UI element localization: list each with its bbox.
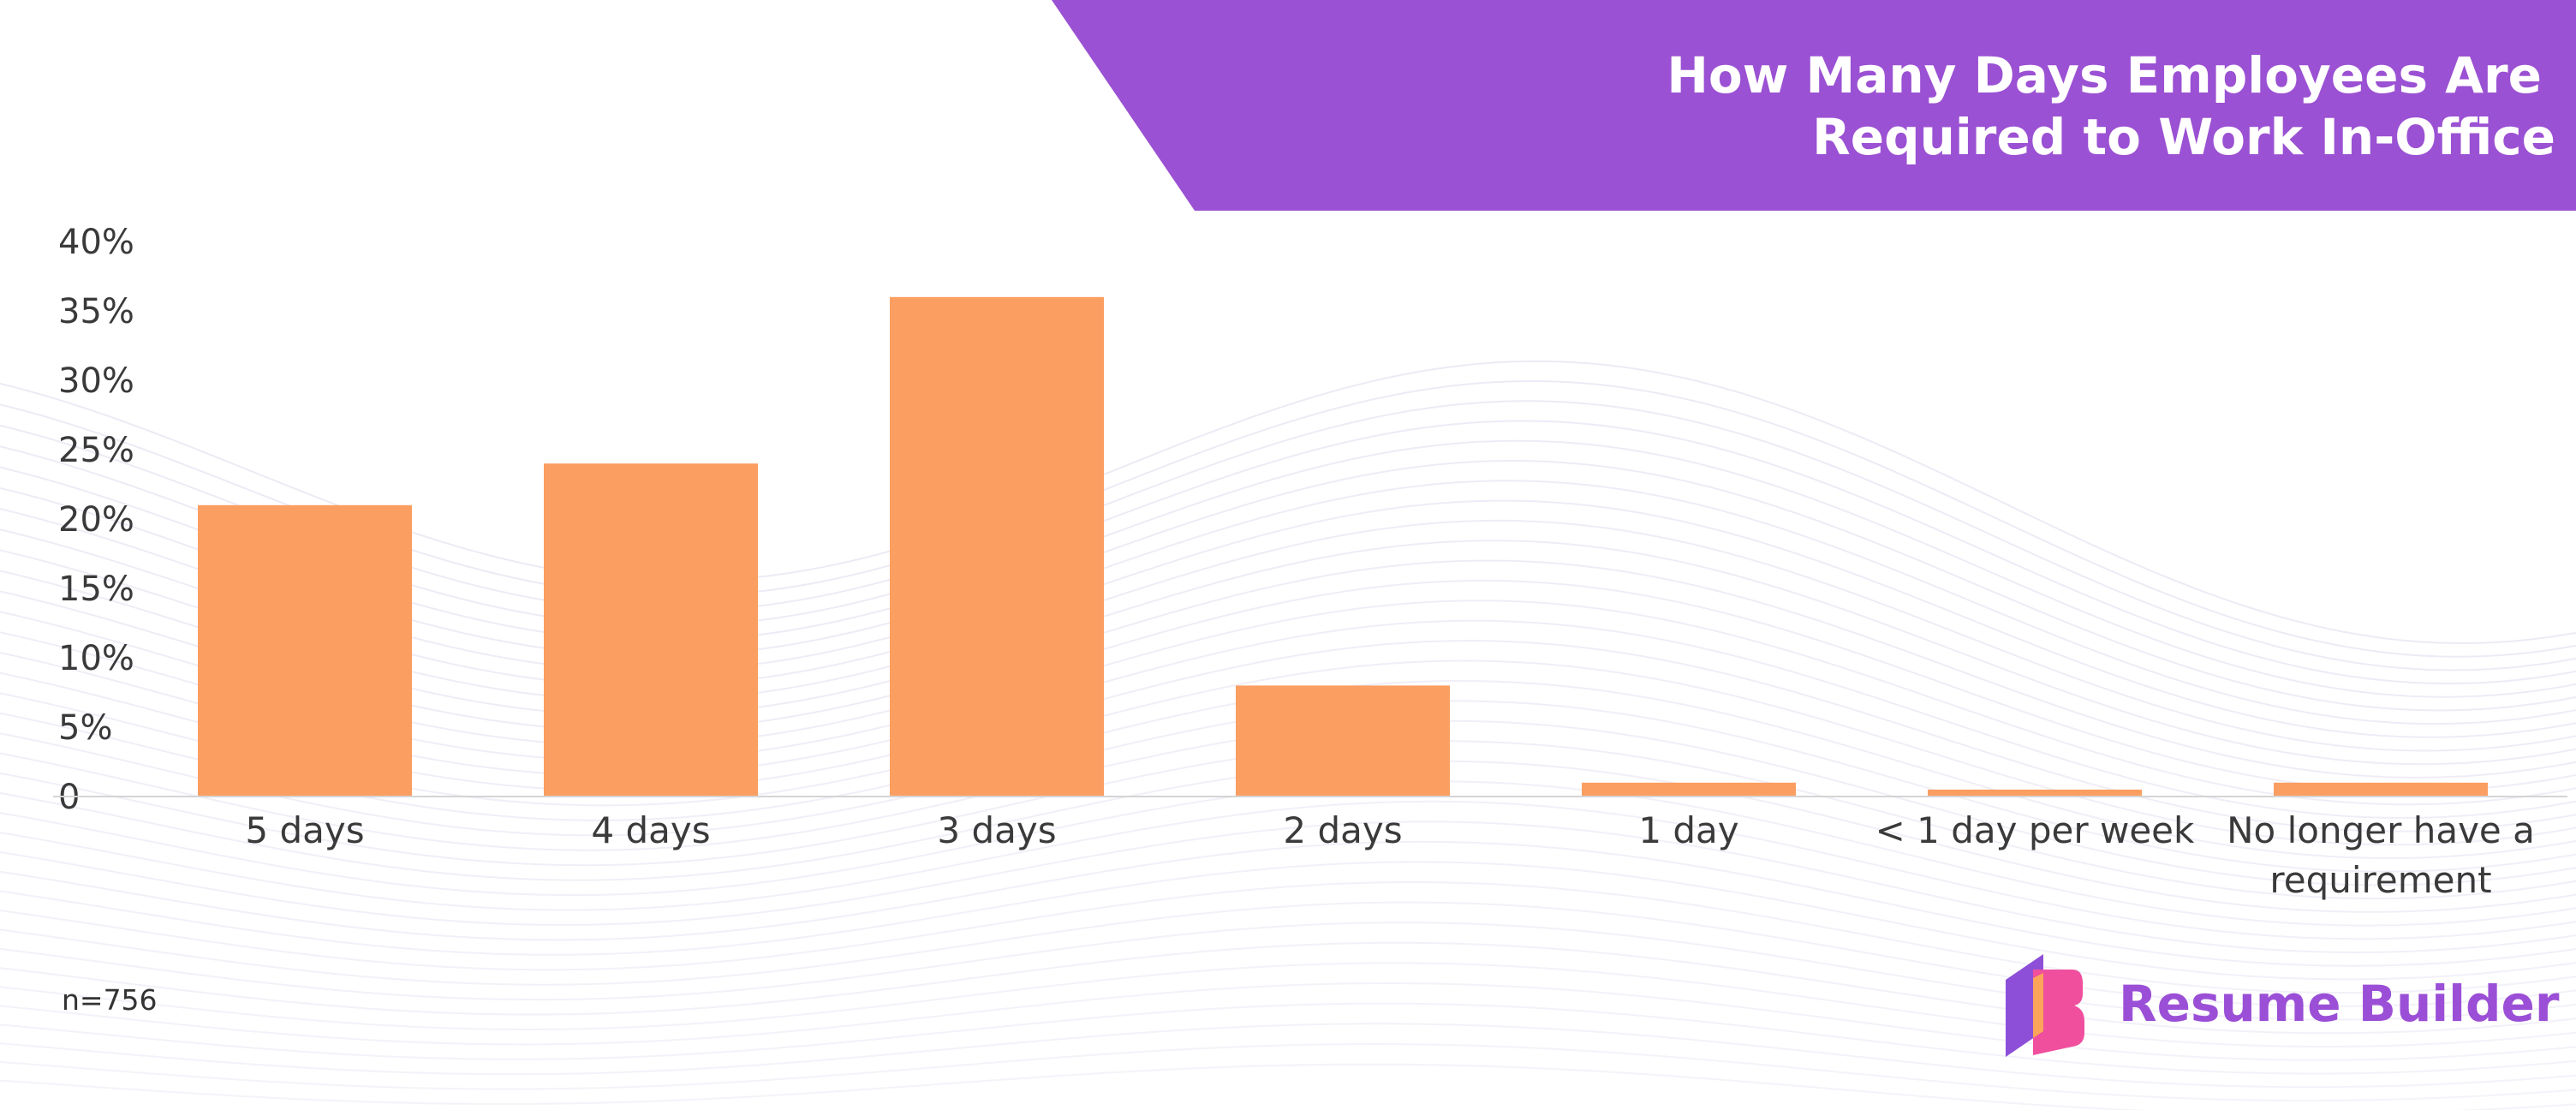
brand-name: Resume Builder: [2119, 975, 2560, 1033]
y-tick-label: 20%: [58, 500, 134, 540]
x-tick-label: 4 days: [591, 809, 710, 851]
y-axis-tick-labels: 05%10%15%20%25%30%35%40%: [58, 223, 134, 817]
y-tick-label: 40%: [58, 223, 134, 262]
bars: [198, 296, 2488, 797]
x-tick-label: requirement: [2269, 859, 2491, 901]
x-tick-label: 1 day: [1638, 809, 1738, 851]
x-tick-label: No longer have a: [2227, 809, 2535, 851]
y-tick-label: 5%: [58, 708, 112, 748]
y-tick-label: 15%: [58, 570, 134, 609]
bar: [544, 463, 758, 797]
x-tick-label: < 1 day per week: [1875, 809, 2195, 851]
bar: [1236, 685, 1450, 797]
bar: [890, 296, 1104, 797]
y-tick-label: 30%: [58, 361, 134, 401]
y-tick-label: 10%: [58, 639, 134, 678]
sample-size-note: n=756: [62, 983, 158, 1017]
x-tick-label: 2 days: [1283, 809, 1402, 851]
bar: [1928, 789, 2142, 797]
title-banner: [1052, 0, 2576, 211]
x-tick-label: 5 days: [245, 809, 364, 851]
resume-builder-logo-icon: [2006, 954, 2084, 1057]
chart-title-line-2: Required to Work In-Office: [1812, 108, 2555, 166]
x-axis-category-labels: 5 days 4 days 3 days 2 days 1 day < 1 day per…: [245, 809, 2534, 901]
bar: [1582, 782, 1796, 797]
chart-title-line-1: How Many Days Employees Are: [1667, 46, 2542, 104]
y-tick-label: 35%: [58, 292, 134, 331]
bar: [198, 504, 412, 797]
bar: [2274, 782, 2488, 797]
x-tick-label: 3 days: [937, 809, 1056, 851]
y-tick-label: 25%: [58, 431, 134, 470]
